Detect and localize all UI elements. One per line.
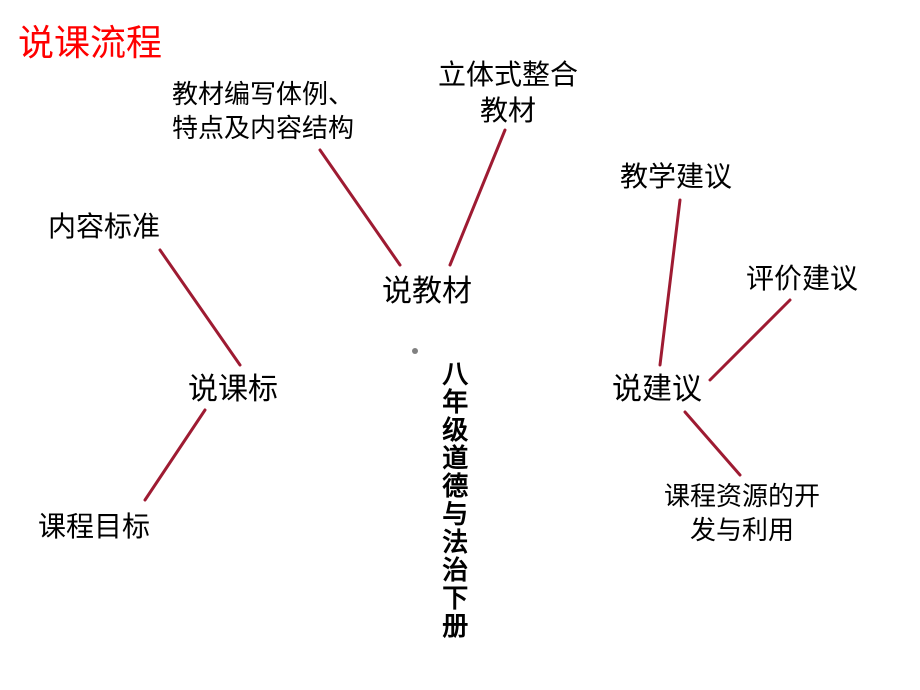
leaf-neirong: 内容标准 [48, 210, 160, 246]
leaf-pingjia: 评价建议 [746, 262, 858, 298]
branch-jianyi: 说建议 [612, 370, 702, 409]
center-node: 八年级道德与法治下册 [436, 360, 470, 640]
branch-jiaocai: 说教材 [382, 272, 472, 311]
leaf-mubiao: 课程目标 [38, 510, 150, 546]
leaf-jiaoxue: 教学建议 [620, 160, 732, 196]
branch-kebiao: 说课标 [188, 370, 278, 409]
page-title: 说课流程 [18, 14, 162, 66]
leaf-zhenghe: 立体式整合 教材 [438, 58, 578, 131]
leaf-tili: 教材编写体例、 特点及内容结构 [172, 78, 354, 146]
center-dot [412, 348, 418, 354]
leaf-ziyuan: 课程资源的开 发与利用 [664, 480, 820, 548]
